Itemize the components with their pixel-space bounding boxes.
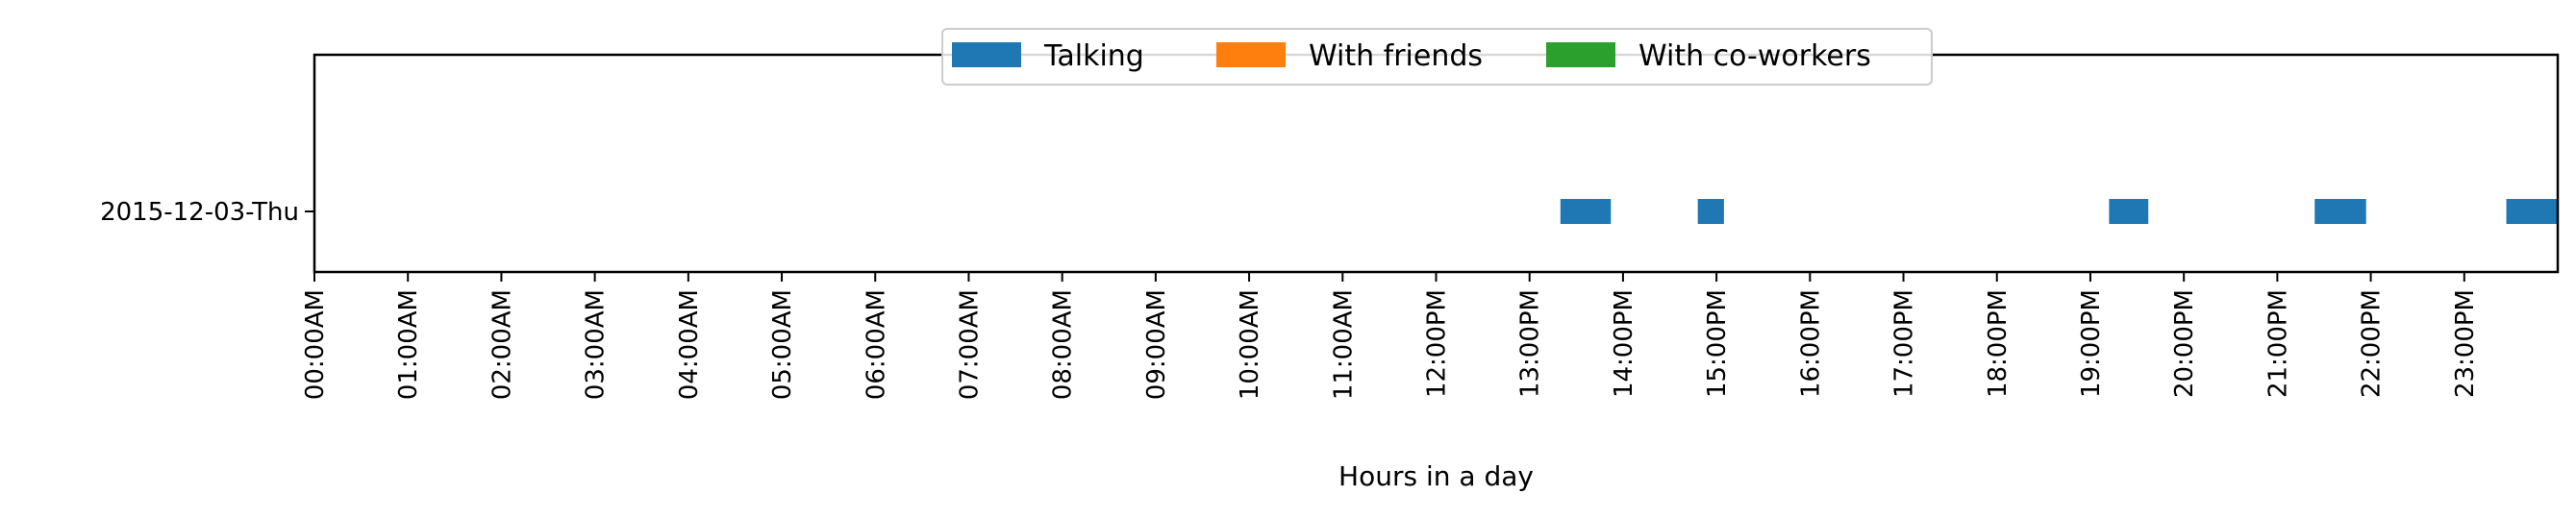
legend-swatch — [952, 42, 1021, 67]
x-tick-label: 15:00PM — [1703, 289, 1732, 398]
talking-segment-bar — [1697, 199, 1724, 224]
bars-layer — [1560, 199, 2558, 224]
legend-swatch — [1546, 42, 1615, 67]
y-axis: 2015-12-03-Thu — [100, 198, 314, 227]
x-tick-label: 18:00PM — [1984, 289, 2013, 398]
x-tick-label: 06:00AM — [862, 289, 890, 400]
x-tick-label: 04:00AM — [675, 289, 704, 400]
x-tick-label: 12:00PM — [1423, 289, 1452, 398]
x-tick-label: 01:00AM — [394, 289, 423, 400]
x-tick-label: 23:00PM — [2451, 289, 2480, 398]
talking-segment-bar — [2109, 199, 2149, 224]
legend-label: With co-workers — [1638, 39, 1871, 73]
legend-box — [941, 28, 1933, 86]
x-tick-label: 02:00AM — [488, 289, 516, 400]
legend-swatch — [1216, 42, 1286, 67]
talking-segment-bar — [1560, 199, 1612, 224]
legend-label: With friends — [1309, 39, 1483, 73]
x-axis-title: Hours in a day — [1338, 460, 1534, 492]
x-tick-label: 05:00AM — [768, 289, 797, 400]
y-tick-label: 2015-12-03-Thu — [100, 198, 299, 227]
legend: Talking With friends With co-workers — [941, 28, 1933, 86]
x-tick-label: 17:00PM — [1890, 289, 1919, 398]
x-tick-label: 21:00PM — [2263, 289, 2292, 398]
x-tick-label: 14:00PM — [1610, 289, 1638, 398]
x-tick-label: 10:00AM — [1236, 289, 1264, 400]
x-tick-label: 16:00PM — [1796, 289, 1825, 398]
plot-area-frame — [313, 53, 2560, 274]
x-axis: 00:00AM 01:00AM 02:00AM 03:00AM 04:00AM 05:00… — [301, 272, 2480, 400]
legend-label: Talking — [1043, 39, 1144, 73]
x-tick-label: 03:00AM — [582, 289, 611, 400]
x-tick-label: 11:00AM — [1329, 289, 1358, 400]
x-tick-label: 13:00PM — [1516, 289, 1545, 398]
x-tick-label: 00:00AM — [301, 289, 330, 400]
x-tick-label: 22:00PM — [2358, 289, 2387, 398]
x-tick-label: 08:00AM — [1049, 289, 1078, 400]
x-tick-label: 07:00AM — [955, 289, 984, 400]
x-tick-label: 20:00PM — [2170, 289, 2199, 398]
x-tick-label: 09:00AM — [1142, 289, 1171, 400]
talking-segment-bar — [2506, 199, 2558, 224]
x-tick-label: 19:00PM — [2077, 289, 2106, 398]
talking-segment-bar — [2314, 199, 2366, 224]
